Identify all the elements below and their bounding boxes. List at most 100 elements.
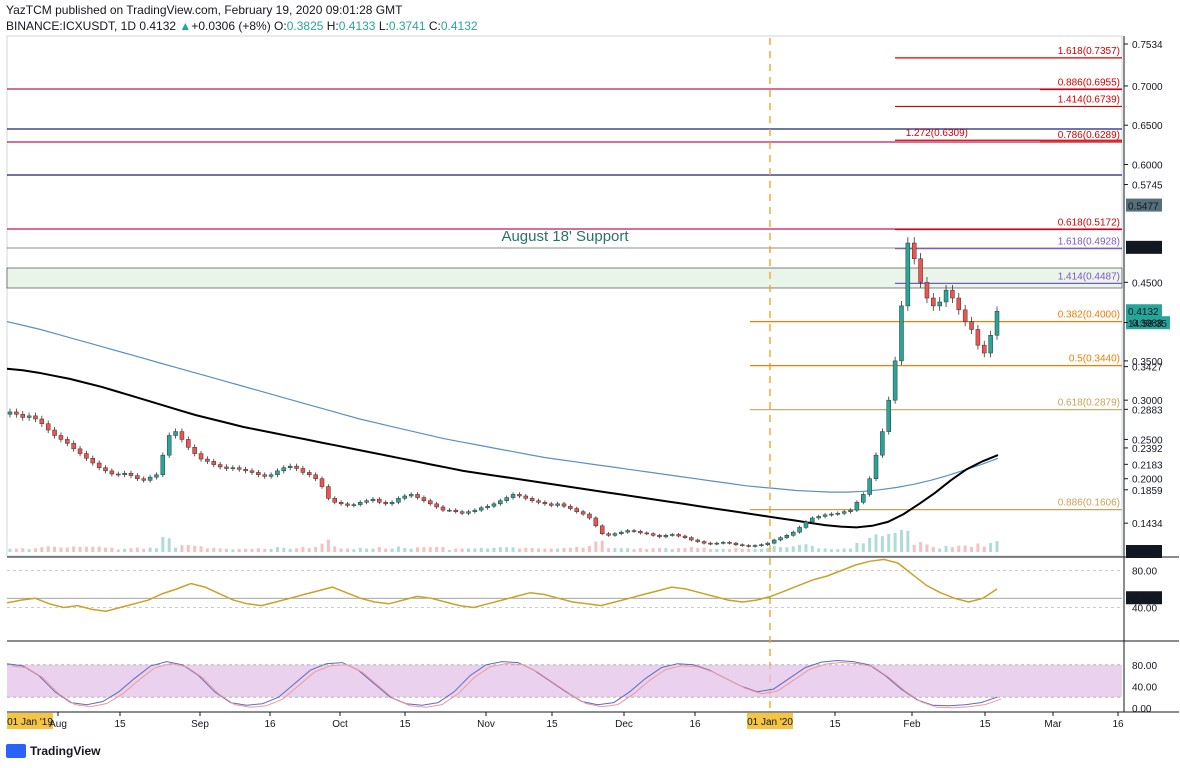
- candle-body: [491, 503, 497, 507]
- volume-bar: [537, 548, 541, 552]
- x-axis-label: Sep: [191, 719, 209, 730]
- fib-level-label: 1.618(0.7357): [1058, 46, 1120, 57]
- candle-body: [510, 494, 516, 498]
- candle-body: [574, 508, 579, 512]
- x-axis-label: Mar: [1044, 719, 1062, 730]
- candle-body: [829, 513, 834, 516]
- volume-bar: [326, 539, 330, 552]
- candle-body: [357, 502, 363, 505]
- volume-bar: [479, 547, 483, 552]
- volume-bar: [568, 547, 572, 552]
- volume-bar: [912, 545, 916, 552]
- fib-level-label: 0.382(0.4000): [1058, 310, 1120, 321]
- price-axis-label: 0.7000: [1132, 82, 1163, 93]
- volume-bar: [78, 546, 82, 552]
- volume-bar: [441, 547, 445, 552]
- candle-body: [77, 448, 83, 454]
- volume-bar: [823, 548, 827, 552]
- volume-bar: [492, 547, 496, 552]
- candle-body: [657, 535, 662, 538]
- fib-level-label: 0.886(0.6955): [1058, 77, 1120, 88]
- candle-body: [752, 545, 758, 547]
- candle-body: [326, 486, 331, 499]
- volume-bar: [530, 547, 534, 552]
- volume-bar: [84, 546, 88, 552]
- volume-bar: [708, 548, 712, 552]
- x-axis-label: Dec: [615, 719, 633, 730]
- volume-bar: [377, 547, 381, 552]
- candle-body: [682, 535, 688, 538]
- stoch-d-line: [10, 661, 1002, 709]
- volume-bar: [887, 534, 891, 552]
- volume-bar: [638, 548, 642, 552]
- x-axis-label: 16: [264, 719, 276, 730]
- volume-bar: [365, 548, 369, 552]
- candle-body: [523, 495, 529, 499]
- volume-bar: [517, 548, 521, 552]
- volume-bar: [110, 547, 114, 552]
- open-value: 0.3825: [286, 19, 324, 33]
- volume-bar: [778, 547, 782, 552]
- volume-bar: [8, 548, 12, 552]
- candle-body: [485, 505, 490, 509]
- candle-body: [186, 439, 191, 448]
- candle-body: [765, 542, 771, 545]
- volume-bar: [683, 548, 687, 552]
- volume-bar: [498, 547, 502, 552]
- x-axis-label: 15: [829, 719, 841, 730]
- volume-bar: [473, 548, 477, 552]
- candle-body: [587, 513, 592, 519]
- candle-body: [924, 282, 930, 299]
- volume-bar: [664, 548, 668, 552]
- fib-level-label: 1.414(0.4487): [1058, 271, 1120, 282]
- high-label: H:: [326, 19, 339, 33]
- candle-body: [116, 473, 121, 476]
- candle-body: [943, 289, 949, 303]
- candle-body: [504, 497, 509, 501]
- annotation-august-support: August 18' Support: [501, 228, 629, 245]
- price-axis-label: 0.6500: [1132, 121, 1163, 132]
- symbol-name[interactable]: BINANCE:ICXUSDT, 1D: [6, 19, 137, 33]
- volume-bar: [14, 548, 18, 552]
- candle-body: [650, 533, 656, 536]
- candle-body: [122, 472, 127, 476]
- candle-body: [249, 470, 255, 473]
- volume-bar: [403, 547, 407, 552]
- x-axis-label: 16: [1112, 719, 1124, 730]
- volume-bar: [307, 548, 311, 552]
- candle-body: [287, 465, 293, 468]
- candle-body: [835, 513, 841, 515]
- volume-bar: [772, 546, 776, 552]
- volume-bar: [715, 548, 719, 552]
- candle-body: [313, 474, 318, 479]
- volume-bar: [861, 543, 865, 552]
- volume-bar: [651, 548, 655, 552]
- volume-bar: [689, 547, 693, 552]
- volume-bar: [333, 546, 337, 552]
- price-axis-label: 0.7534: [1132, 40, 1163, 51]
- candle-body: [459, 511, 465, 514]
- candle-body: [377, 498, 382, 503]
- volume-bar: [989, 542, 993, 552]
- volume-bar: [250, 548, 254, 552]
- candle-body: [90, 458, 96, 464]
- volume-bar: [581, 547, 585, 552]
- volume-bar: [295, 548, 299, 552]
- candle-body: [994, 310, 1000, 336]
- candle-body: [52, 429, 57, 436]
- fib-level-label: 0.618(0.5172): [1058, 218, 1120, 229]
- volume-bar: [619, 548, 623, 552]
- volume-bar: [358, 547, 362, 552]
- support-zone: [6, 267, 1123, 289]
- candle-body: [7, 411, 13, 415]
- candle-body: [147, 476, 153, 481]
- volume-bar: [810, 546, 814, 552]
- candle-body: [428, 500, 433, 505]
- volume-bar: [275, 547, 279, 552]
- volume-bar: [556, 548, 560, 552]
- rsi-line: [6, 558, 998, 612]
- candle-body: [638, 531, 643, 534]
- candle-body: [669, 534, 675, 536]
- volume-bar: [505, 547, 509, 552]
